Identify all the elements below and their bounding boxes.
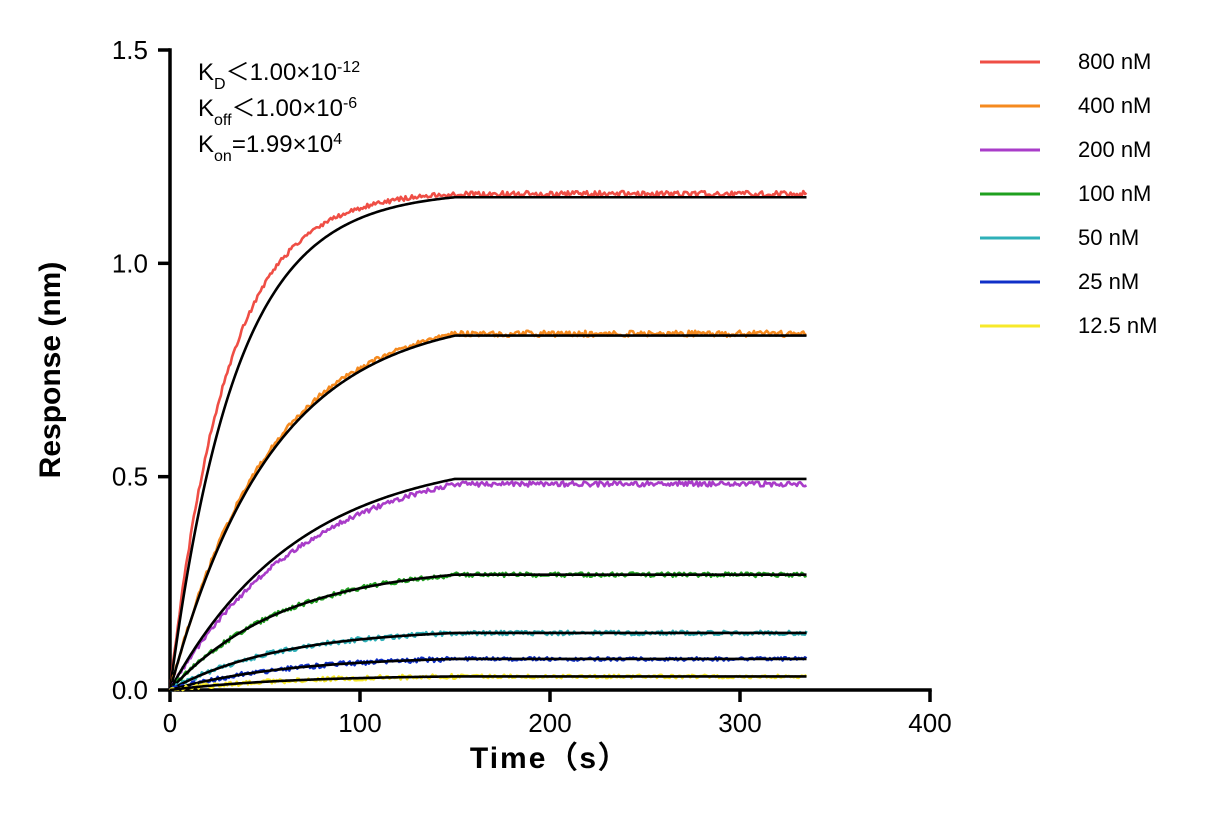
y-tick-label: 0.0 xyxy=(112,675,148,705)
legend-label: 800 nM xyxy=(1078,49,1151,74)
legend-label: 400 nM xyxy=(1078,93,1151,118)
x-tick-label: 0 xyxy=(163,708,177,738)
legend-label: 50 nM xyxy=(1078,225,1139,250)
x-tick-label: 200 xyxy=(528,708,571,738)
x-axis-label: Time（s） xyxy=(470,741,630,775)
legend-label: 25 nM xyxy=(1078,269,1139,294)
x-tick-label: 100 xyxy=(338,708,381,738)
x-tick-label: 400 xyxy=(908,708,951,738)
y-tick-label: 1.0 xyxy=(112,248,148,278)
legend-label: 200 nM xyxy=(1078,137,1151,162)
binding-kinetics-chart: 0 100 200 300 400 0.0 0.5 1.0 1.5 Time（s） Response… xyxy=(0,0,1217,825)
y-axis-label: Response (nm) xyxy=(34,262,67,479)
y-tick-label: 1.5 xyxy=(112,35,148,65)
legend-label: 100 nM xyxy=(1078,181,1151,206)
y-tick-label: 0.5 xyxy=(112,462,148,492)
x-tick-label: 300 xyxy=(718,708,761,738)
legend-label: 12.5 nM xyxy=(1078,313,1158,338)
